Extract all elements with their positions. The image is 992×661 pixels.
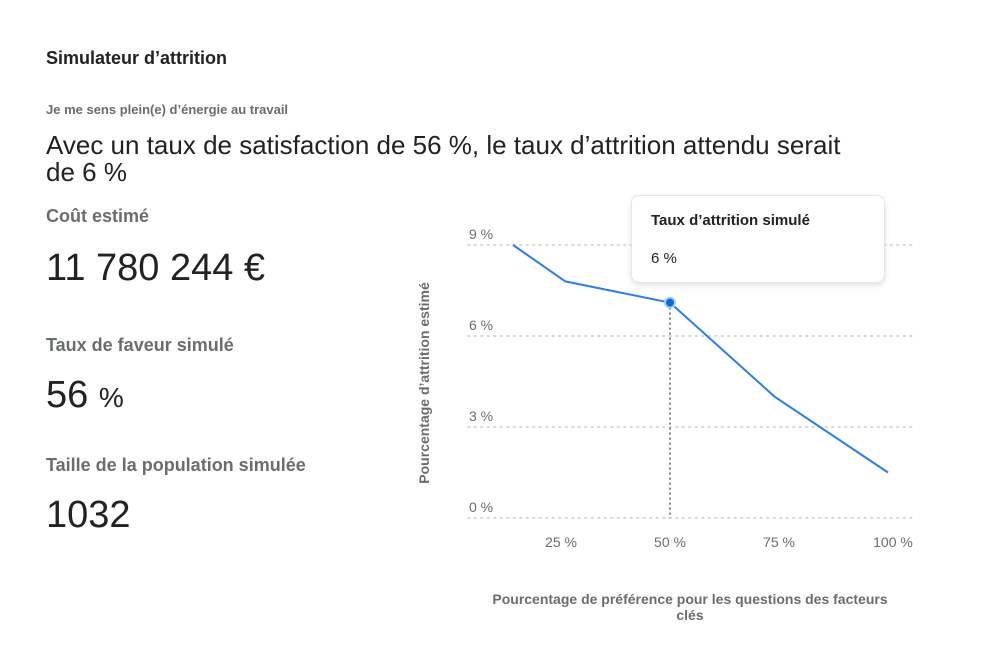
x-tick-label: 100 % <box>873 534 913 550</box>
favor-value: 56 % <box>46 374 124 417</box>
y-axis-label: Pourcentage d’attrition estimé <box>416 282 432 484</box>
favor-label: Taux de faveur simulé <box>46 335 234 355</box>
tooltip-value: 6 % <box>651 250 677 267</box>
tooltip-title: Taux d’attrition simulé <box>651 212 810 229</box>
x-tick-label: 50 % <box>654 534 686 550</box>
y-tick-label: 9 % <box>469 226 493 242</box>
x-tick-label: 25 % <box>545 534 577 550</box>
chart-tooltip: Taux d’attrition simulé 6 % <box>631 195 885 283</box>
y-tick-label: 6 % <box>469 317 493 333</box>
cost-value: 11 780 244 € <box>46 247 266 289</box>
x-axis-label: Pourcentage de préférence pour les quest… <box>492 591 888 623</box>
favor-number: 56 <box>46 374 89 416</box>
favor-unit: % <box>98 382 124 413</box>
highlight-point <box>664 296 676 309</box>
cost-label: Coût estimé <box>46 206 150 226</box>
headline: Avec un taux de satisfaction de 56 %, le… <box>46 130 841 187</box>
question-label: Je me sens plein(e) d’énergie au travail <box>46 102 289 117</box>
population-value: 1032 <box>46 494 131 536</box>
y-tick-label: 3 % <box>469 408 493 424</box>
x-tick-label: 75 % <box>763 534 795 550</box>
population-label: Taille de la population simulée <box>46 455 306 475</box>
y-tick-label: 0 % <box>469 499 493 515</box>
page-title: Simulateur d’attrition <box>46 48 228 68</box>
